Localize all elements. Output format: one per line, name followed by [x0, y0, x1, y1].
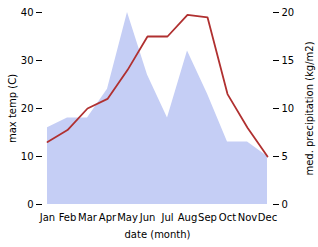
svg-text:Feb: Feb — [59, 212, 77, 223]
svg-text:15: 15 — [282, 55, 295, 66]
svg-text:40: 40 — [21, 7, 34, 18]
svg-text:med. precipitation (kg/m2): med. precipitation (kg/m2) — [304, 41, 315, 175]
svg-text:Aug: Aug — [178, 212, 198, 223]
svg-text:0: 0 — [27, 199, 33, 210]
svg-text:Nov: Nov — [238, 212, 258, 223]
svg-text:May: May — [117, 212, 138, 223]
svg-text:0: 0 — [282, 199, 288, 210]
svg-text:5: 5 — [282, 151, 288, 162]
svg-text:Jan: Jan — [39, 212, 55, 223]
svg-text:Jun: Jun — [139, 212, 156, 223]
svg-text:10: 10 — [21, 151, 34, 162]
svg-text:Sep: Sep — [198, 212, 217, 223]
svg-text:Oct: Oct — [219, 212, 236, 223]
svg-text:max temp (C): max temp (C) — [7, 74, 18, 143]
svg-text:Apr: Apr — [99, 212, 117, 223]
svg-text:Dec: Dec — [258, 212, 277, 223]
svg-text:Mar: Mar — [78, 212, 98, 223]
svg-text:20: 20 — [282, 7, 295, 18]
svg-text:Jul: Jul — [160, 212, 173, 223]
svg-text:20: 20 — [21, 103, 34, 114]
svg-text:30: 30 — [21, 55, 34, 66]
svg-text:10: 10 — [282, 103, 295, 114]
svg-text:date (month): date (month) — [125, 229, 191, 240]
